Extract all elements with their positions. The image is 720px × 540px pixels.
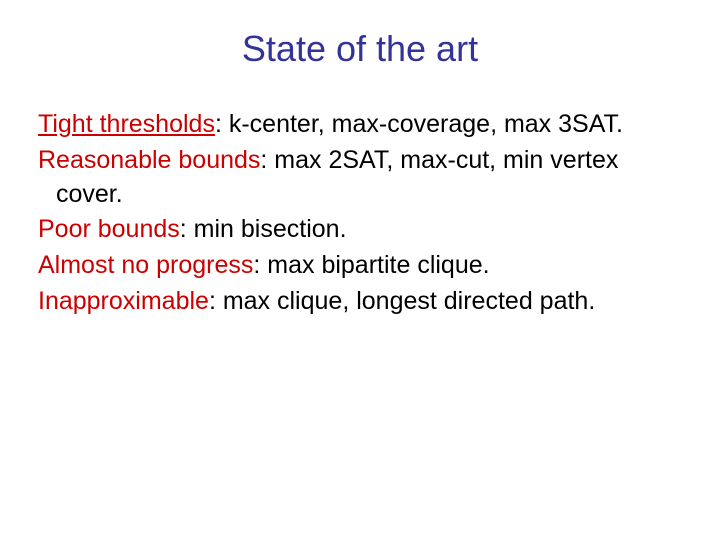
item-rest: : max bipartite clique. [253,251,489,279]
item-label: Inapproximable [38,287,209,315]
list-item: Almost no progress: max bipartite clique… [38,249,682,283]
item-rest: : max clique, longest directed path. [209,287,595,315]
item-label: Tight thresholds [38,110,215,138]
item-label: Almost no progress [38,251,253,279]
slide-content: Tight thresholds: k-center, max-coverage… [38,108,682,319]
list-item: Tight thresholds: k-center, max-coverage… [38,108,682,142]
item-label: Reasonable bounds [38,146,260,174]
list-item: Poor bounds: min bisection. [38,213,682,247]
slide-title: State of the art [38,28,682,70]
item-label: Poor bounds [38,215,180,243]
item-rest: : k-center, max-coverage, max 3SAT. [215,110,623,138]
list-item: Reasonable bounds: max 2SAT, max-cut, mi… [38,144,682,212]
item-rest: : min bisection. [180,215,347,243]
list-item: Inapproximable: max clique, longest dire… [38,285,682,319]
